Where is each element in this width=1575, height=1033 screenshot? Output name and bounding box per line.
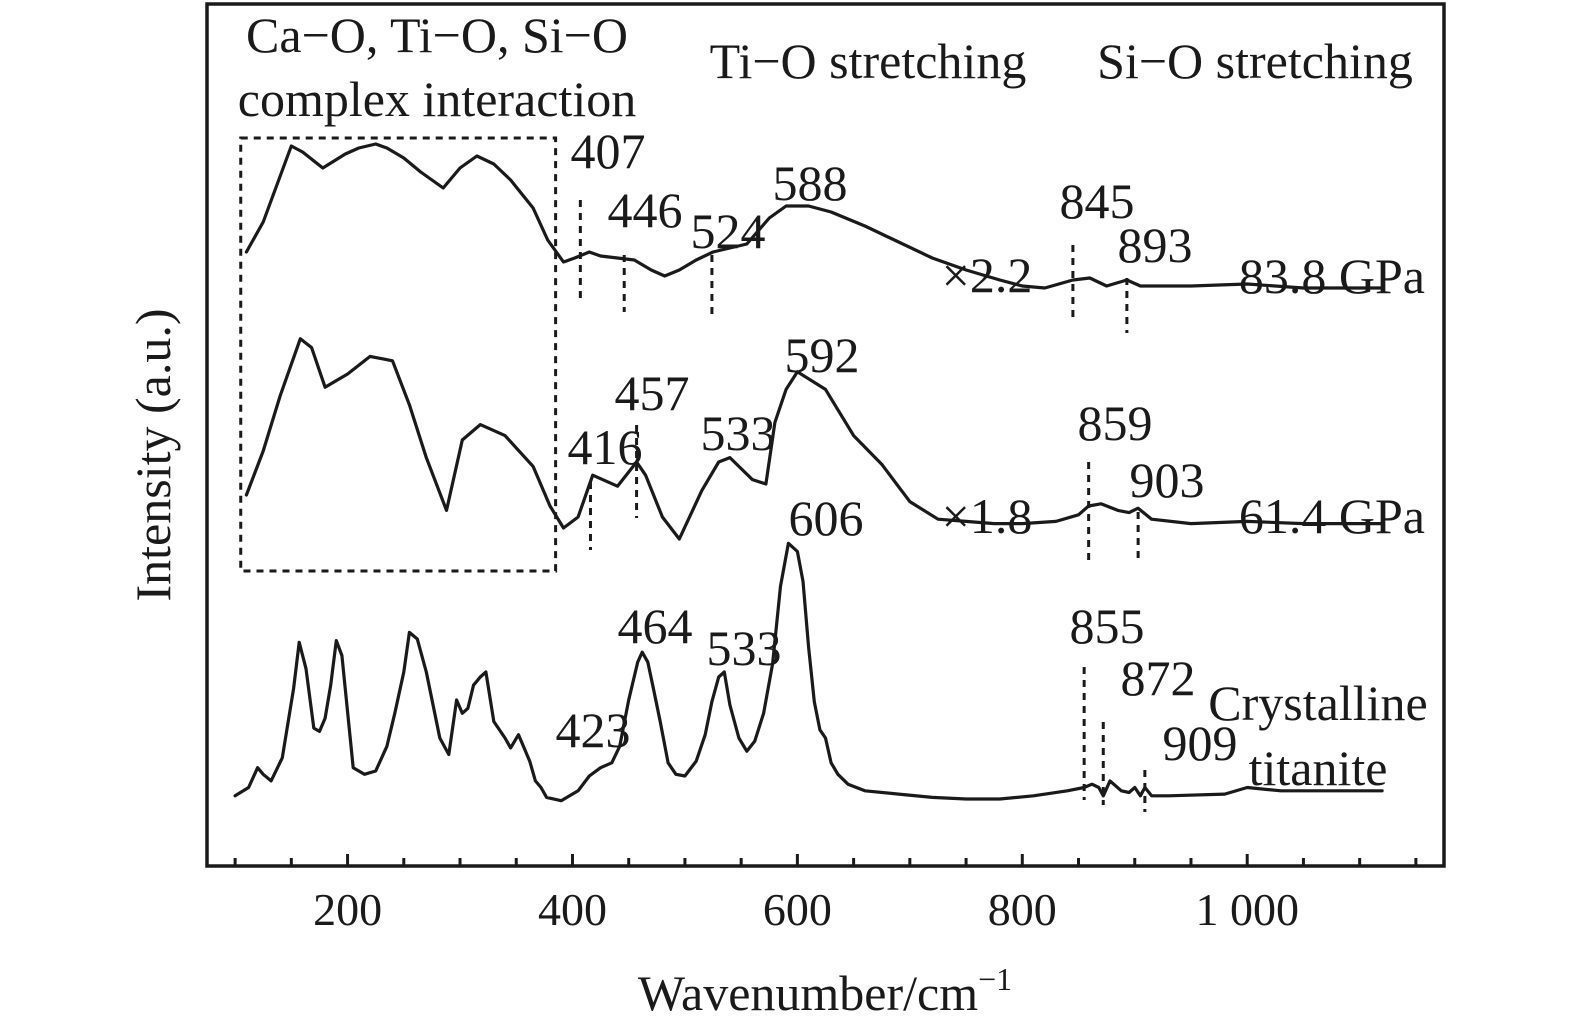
peak-label: 416 [568,419,643,475]
peak-label: 855 [1070,598,1145,654]
spectrum-61-4-gpa [244,337,1384,541]
peak-label: 533 [707,620,782,676]
peak-label: 524 [691,203,766,259]
spectrum-83-8-gpa [244,142,1384,290]
peak-label: 592 [785,327,860,383]
peak-label: 845 [1060,173,1135,229]
scale-factor-83-8-gpa: ×2.2 [942,247,1033,303]
peak-label: 446 [608,182,683,238]
peak-label: 893 [1118,217,1193,273]
x-tick-label: 200 [313,884,382,935]
series-label-83-8-gpa: 83.8 GPa [1239,248,1425,304]
region-tio-label: Ti−O stretching [710,33,1027,89]
peak-label: 859 [1078,395,1153,451]
x-tick-label: 600 [763,884,832,935]
series-label-titanite: titanite [1249,740,1388,796]
x-axis-label: Wavenumber/cm−1 [638,961,1012,1021]
peak-label: 407 [571,123,646,179]
peak-label: 606 [789,490,864,546]
scale-factor-61-4-gpa: ×1.8 [942,488,1033,544]
peak-label: 457 [615,365,690,421]
peak-label: 533 [701,405,776,461]
region-sio-label: Si−O stretching [1097,33,1413,89]
peak-label: 588 [773,155,848,211]
complex-interaction-box [239,136,558,573]
peak-label: 464 [618,598,693,654]
y-axis-label: Intensity (a.u.) [125,309,181,602]
spectrum-crystalline [233,541,1384,803]
x-tick-label: 1 000 [1195,884,1299,935]
x-tick-label: 400 [538,884,607,935]
series-label-61-4-gpa: 61.4 GPa [1239,488,1425,544]
plot-frame [205,2,1446,868]
x-axis-label-main: Wavenumber/cm [638,965,978,1021]
peak-label: 909 [1163,715,1238,771]
x-axis-label-sup: −1 [978,961,1012,997]
peak-label: 903 [1130,452,1205,508]
x-tick-label: 800 [988,884,1057,935]
series-label-crystalline: Crystalline [1208,675,1427,731]
peak-label: 872 [1121,650,1196,706]
region-complex-label: complex interaction [238,71,636,127]
region-complex-label: Ca−O, Ti−O, Si−O [246,7,628,63]
peak-label: 423 [556,702,631,758]
